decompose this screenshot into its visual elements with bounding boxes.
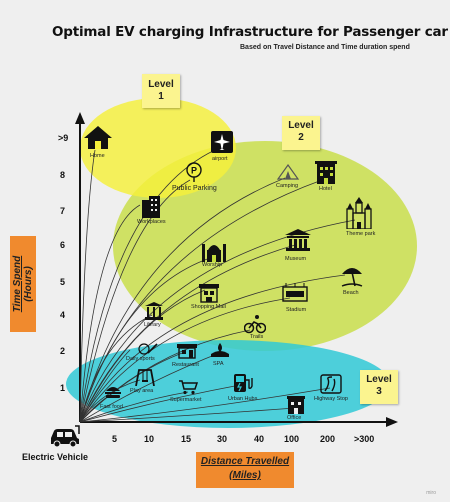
x-axis-label: Distance Travelled xyxy=(200,456,290,467)
x-tick: >300 xyxy=(354,434,375,444)
level-3-zone xyxy=(66,340,390,428)
x-tick: 30 xyxy=(217,434,228,444)
level-1-note: Level 1 xyxy=(142,74,180,108)
cart-icon xyxy=(179,380,198,395)
level-2-number: 2 xyxy=(298,132,304,143)
mosque-icon xyxy=(202,244,226,262)
level-1-zone xyxy=(80,98,236,198)
x-tick: 100 xyxy=(284,434,300,444)
place-label-airport: airport xyxy=(212,156,228,162)
place-label-workplaces: Workplaces xyxy=(137,219,166,225)
watermark: miro xyxy=(426,490,436,496)
level-2-title: Level xyxy=(288,120,314,131)
burger-icon xyxy=(105,387,121,398)
level-1-title: Level xyxy=(148,79,174,90)
place-label-shopping-mall: Shopping Mall xyxy=(191,304,226,310)
place-label-museum: Museum xyxy=(285,256,307,262)
museum-icon xyxy=(285,229,311,251)
level-2-note: Level 2 xyxy=(282,116,320,150)
place-label-play-area: Play area xyxy=(130,388,154,394)
spa-icon xyxy=(211,343,229,357)
x-tick: 10 xyxy=(144,434,155,444)
axes xyxy=(79,118,392,423)
y-axis-label-box: Time Spend (Hours) xyxy=(10,236,36,332)
y-axis-unit: (Hours) xyxy=(23,266,34,302)
stadium-icon xyxy=(282,283,308,302)
hotel-icon xyxy=(315,161,337,184)
y-tick: >9 xyxy=(58,133,69,143)
place-label-fast-food: Fast food xyxy=(100,404,123,410)
y-tick: 6 xyxy=(60,240,66,250)
electric-car-icon xyxy=(51,425,80,448)
sports-icon xyxy=(138,343,158,355)
place-label-highway-stop: Highway Stop xyxy=(314,396,348,402)
place-label-theme-park: Theme park xyxy=(346,231,376,237)
place-label-trails: Trails xyxy=(250,334,264,340)
place-label-daily-sports: Daily sports xyxy=(126,356,155,362)
place-label-restaurant: Restaurant xyxy=(172,362,199,368)
tent-icon xyxy=(276,163,300,180)
level-3-number: 3 xyxy=(376,386,382,397)
castle-icon xyxy=(346,197,372,229)
place-label-worship: Worship xyxy=(202,262,223,268)
level-3-title: Level xyxy=(366,374,392,385)
charging-station-icon xyxy=(234,374,253,392)
svg-text:P: P xyxy=(191,166,197,176)
road-icon xyxy=(320,374,342,394)
y-tick: 2 xyxy=(60,346,66,356)
cyclist-icon xyxy=(244,315,266,334)
x-axis-label-box: Distance Travelled (Miles) xyxy=(196,452,294,488)
office-building-icon xyxy=(142,196,160,218)
place-label-beach: Beach xyxy=(343,290,359,296)
x-tick: 15 xyxy=(181,434,192,444)
y-tick: 8 xyxy=(60,170,66,180)
x-axis-arrow xyxy=(386,417,398,427)
place-label-hotel: Hotel xyxy=(319,186,332,192)
airplane-icon xyxy=(211,131,233,153)
level-3-note: Level 3 xyxy=(360,370,398,404)
place-label-supermarket: Supermarket xyxy=(170,397,202,403)
place-label-parking: Public Parking xyxy=(172,185,217,192)
x-axis-unit: (Miles) xyxy=(229,470,261,481)
library-icon xyxy=(145,302,163,320)
y-tick: 4 xyxy=(60,310,66,320)
home-icon xyxy=(84,126,112,149)
y-tick: 5 xyxy=(60,277,66,287)
place-label-stadium: Stadium xyxy=(286,307,307,313)
restaurant-icon xyxy=(177,344,197,359)
place-label-camping: Camping xyxy=(276,183,299,189)
x-tick: 5 xyxy=(112,434,118,444)
mall-icon xyxy=(199,284,219,303)
playground-icon xyxy=(135,369,155,386)
y-axis-arrow xyxy=(75,112,85,124)
y-tick: 7 xyxy=(60,206,66,216)
place-label-home: Home xyxy=(90,153,105,159)
x-tick: 200 xyxy=(320,434,336,444)
office-icon xyxy=(287,396,305,414)
origin-label: Electric Vehicle xyxy=(22,452,89,462)
page-subtitle: Based on Travel Distance and Time durati… xyxy=(240,44,410,51)
place-label-spa: SPA xyxy=(213,361,224,367)
y-tick: 1 xyxy=(60,383,66,393)
connection-curves xyxy=(79,149,356,423)
page-title: Optimal EV charging Infrastructure for P… xyxy=(52,24,448,40)
y-axis-label: Time Spend xyxy=(12,255,23,313)
level-1-number: 1 xyxy=(158,91,164,102)
place-label-office: Office xyxy=(287,415,302,421)
place-label-library: Library xyxy=(144,322,161,328)
parking-icon: P xyxy=(186,162,202,182)
beach-umbrella-icon xyxy=(341,268,363,287)
x-tick: 40 xyxy=(254,434,265,444)
place-label-urban-hubs: Urban Hubs xyxy=(228,396,258,402)
